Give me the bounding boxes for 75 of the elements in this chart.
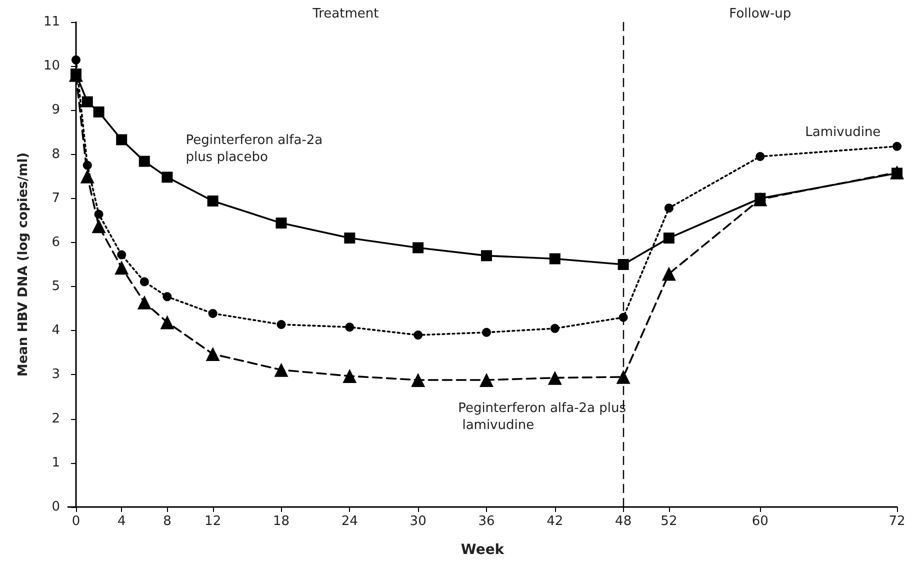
x-tick-label: 4: [117, 514, 126, 529]
y-axis-title: Mean HBV DNA (log copies/ml): [16, 152, 31, 377]
point: [276, 320, 286, 329]
point: [412, 242, 424, 254]
point: [114, 260, 129, 275]
x-axis-title: Week: [460, 542, 505, 558]
point: [82, 160, 92, 170]
point: [754, 192, 766, 204]
x-tick-label: 24: [341, 514, 358, 529]
point: [94, 210, 104, 219]
series-label: Peginterferon alfa-2a plus placebo: [186, 133, 327, 166]
y-tick-label: 10: [43, 58, 60, 74]
x-tick-label: 8: [163, 514, 172, 529]
x-tick-label: 72: [888, 514, 906, 529]
point: [208, 308, 218, 318]
y-tick-label: 1: [52, 455, 60, 470]
point: [618, 312, 628, 322]
x-tick-label: 12: [204, 514, 222, 529]
point: [618, 259, 629, 270]
y-tick-label: 0: [52, 500, 60, 514]
x-tick-label: 48: [615, 514, 632, 529]
point: [616, 370, 630, 384]
point: [550, 324, 560, 333]
series-label: Peginterferon alfa-2a plus lamivudine: [458, 401, 626, 434]
point: [344, 232, 356, 244]
y-tick-label: 11: [43, 14, 60, 30]
x-tick-label: 52: [660, 514, 678, 529]
y-tick-label: 9: [52, 102, 60, 118]
point: [140, 277, 149, 286]
y-tick-label: 3: [52, 367, 60, 382]
point: [663, 232, 674, 244]
point: [414, 330, 423, 340]
y-tick-label: 4: [52, 323, 60, 338]
x-tick-label: 60: [752, 514, 768, 529]
point: [116, 134, 128, 146]
point: [162, 292, 172, 302]
point: [756, 152, 765, 161]
point: [345, 322, 354, 332]
y-tick-label: 8: [52, 146, 60, 162]
point: [206, 347, 220, 362]
point: [137, 295, 152, 310]
x-tick-label: 42: [546, 514, 564, 529]
y-tick-label: 2: [52, 411, 60, 426]
point: [92, 219, 106, 234]
point: [411, 373, 426, 388]
series-label: Lamivudine: [805, 124, 881, 140]
point: [207, 196, 218, 207]
point: [93, 106, 104, 118]
y-tick-label: 5: [52, 279, 60, 294]
text: Follow-up: [729, 6, 792, 22]
point: [160, 315, 174, 330]
x-tick-label: 36: [478, 514, 495, 529]
point: [138, 156, 150, 167]
point: [82, 96, 93, 108]
y-tick-label: 6: [52, 234, 60, 250]
point: [71, 55, 80, 64]
text: Treatment: [312, 6, 379, 22]
x-tick-label: 18: [272, 514, 290, 529]
point: [80, 169, 94, 184]
point: [274, 362, 288, 377]
point: [892, 142, 902, 151]
point: [662, 266, 676, 281]
y-tick-label: 7: [52, 190, 60, 206]
point: [342, 369, 357, 384]
point: [480, 250, 492, 262]
point: [548, 370, 562, 385]
point: [549, 253, 560, 264]
point: [482, 328, 491, 337]
x-tick-label: 0: [72, 514, 80, 529]
point: [276, 218, 287, 229]
point: [479, 373, 494, 388]
point: [162, 172, 173, 183]
x-tick-label: 30: [410, 514, 426, 529]
point: [117, 250, 126, 260]
point: [664, 204, 674, 213]
